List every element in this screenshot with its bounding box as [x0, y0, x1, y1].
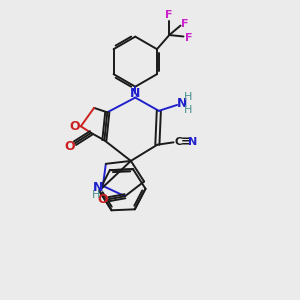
- Text: H: H: [92, 190, 100, 200]
- Text: N: N: [92, 181, 103, 194]
- Text: C: C: [175, 137, 183, 147]
- Text: O: O: [98, 193, 108, 206]
- Text: H: H: [184, 105, 193, 115]
- Text: N: N: [188, 137, 197, 147]
- Text: F: F: [185, 33, 193, 43]
- Text: H: H: [184, 92, 193, 102]
- Text: F: F: [182, 19, 189, 29]
- Text: N: N: [130, 87, 140, 100]
- Text: N: N: [177, 97, 188, 110]
- Text: F: F: [165, 10, 172, 20]
- Text: ≡: ≡: [181, 135, 191, 148]
- Text: O: O: [70, 120, 80, 133]
- Text: O: O: [64, 140, 75, 153]
